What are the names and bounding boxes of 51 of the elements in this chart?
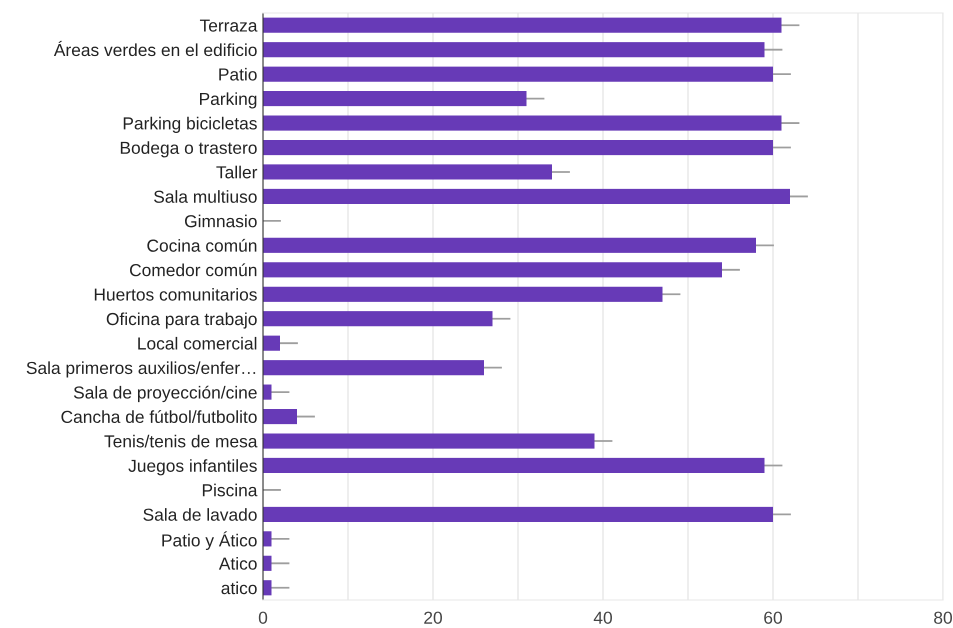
y-tick-label: atico (222, 581, 257, 594)
y-tick-label: Cocina común (147, 238, 256, 252)
bar (263, 18, 782, 33)
bar (263, 531, 272, 546)
bar (263, 580, 272, 596)
y-tick-label: Áreas verdes en el edificio (54, 40, 257, 56)
y-tick-label: Sala de proyección/cine (74, 386, 257, 402)
y-tick-label: Gimnasio (184, 214, 257, 228)
bar (263, 91, 526, 106)
y-tick-label: Sala multiuso (154, 190, 257, 203)
bar (263, 164, 552, 180)
bar (263, 556, 272, 571)
bar (263, 458, 764, 474)
y-tick-label: Terraza (200, 20, 258, 32)
bar (263, 286, 662, 302)
y-tick-label: Tenis/tenis de mesa (104, 434, 258, 448)
y-tick-label: Parking bicicletas (124, 116, 257, 133)
bar (263, 188, 790, 204)
bar (263, 311, 492, 326)
bar (263, 384, 272, 400)
y-tick-label: Sala primeros auxilios/enfer… (26, 361, 256, 378)
bar (263, 238, 756, 253)
bar (263, 360, 484, 376)
bar (263, 506, 773, 522)
x-tick-label: 40 (594, 612, 612, 624)
y-tick-label: Sala de lavado (143, 508, 257, 521)
y-tick-label: Parking (200, 92, 256, 108)
y-tick-label: Patio y Ático (162, 531, 257, 550)
y-tick-label: Bodega o trastero (120, 141, 257, 158)
y-tick-label: Patio (219, 68, 257, 81)
bar (263, 262, 722, 278)
y-tick-label: Piscina (202, 484, 258, 496)
bar (263, 42, 764, 58)
y-tick-label: Comedor común (130, 263, 256, 276)
bar (263, 408, 297, 424)
x-tick-label: 20 (424, 612, 442, 624)
y-tick-label: Huertos comunitarios (94, 288, 257, 301)
y-tick-label: Cancha de fútbol/futbolito (61, 410, 257, 424)
bar (263, 336, 280, 351)
x-tick-label: 80 (934, 612, 952, 624)
y-tick-label: Atico (218, 557, 257, 570)
y-tick-label: Local comercial (138, 336, 256, 350)
y-tick-label: Taller (216, 166, 258, 178)
x-tick-label: 60 (764, 612, 782, 624)
bar (263, 140, 773, 156)
x-tick-label: 0 (258, 612, 268, 624)
bar (263, 66, 773, 82)
y-tick-label: Oficina para trabajo (106, 312, 257, 329)
y-tick-label: Juegos infantiles (128, 459, 257, 476)
bar (263, 115, 782, 131)
bar (263, 433, 594, 449)
